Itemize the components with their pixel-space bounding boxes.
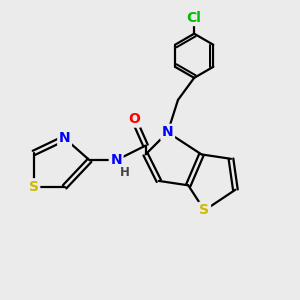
Text: N: N — [59, 131, 70, 145]
Text: N: N — [162, 125, 173, 139]
Text: S: S — [200, 203, 209, 218]
Text: Cl: Cl — [187, 11, 202, 25]
Text: S: S — [29, 180, 39, 194]
Text: H: H — [120, 166, 130, 179]
Text: O: O — [128, 112, 140, 126]
Text: N: N — [110, 153, 122, 167]
